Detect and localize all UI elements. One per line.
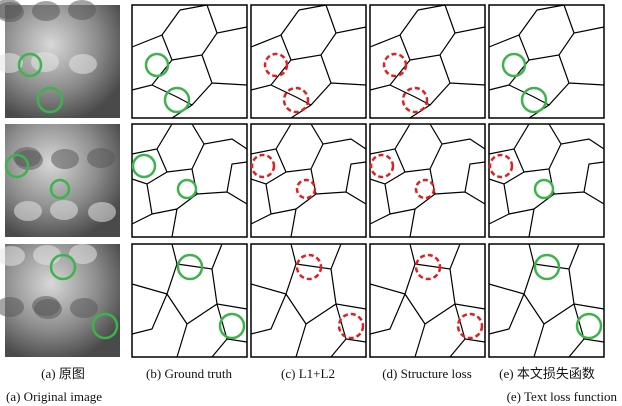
error-circle xyxy=(456,312,484,340)
highlight-circle xyxy=(575,312,603,340)
grain xyxy=(69,244,97,264)
boundaries xyxy=(131,123,248,238)
subcaption: (a) Original image xyxy=(6,389,102,404)
highlight-circle xyxy=(49,178,71,200)
error-circle xyxy=(250,153,276,179)
panel xyxy=(250,4,367,119)
grain xyxy=(51,149,79,169)
grain xyxy=(68,0,96,20)
highlight-circle xyxy=(17,52,43,78)
panel xyxy=(0,244,120,357)
highlight-circle xyxy=(501,52,527,78)
highlight-circle xyxy=(36,86,64,114)
panel-frame xyxy=(250,243,367,358)
highlight-circle xyxy=(533,178,555,200)
grain xyxy=(70,298,98,318)
panel xyxy=(131,123,248,238)
panel xyxy=(488,243,605,358)
error-circle xyxy=(295,253,323,281)
panel xyxy=(369,123,486,238)
panels xyxy=(0,0,605,358)
boundaries xyxy=(488,243,605,358)
panel-frame xyxy=(131,243,248,358)
panel xyxy=(250,243,367,358)
panel-frame xyxy=(369,243,486,358)
boundaries xyxy=(131,243,248,358)
highlight-circle xyxy=(176,178,198,200)
panel-frame xyxy=(488,243,605,358)
error-circle xyxy=(382,52,408,78)
subcaption: (e) Text loss function xyxy=(507,389,618,404)
boundaries xyxy=(369,243,486,358)
grain xyxy=(50,200,78,220)
highlight-circle xyxy=(520,86,548,114)
error-circle xyxy=(488,153,514,179)
panel xyxy=(0,0,120,118)
error-circle xyxy=(282,86,310,114)
grain xyxy=(33,245,61,265)
panel xyxy=(369,4,486,119)
highlight-circle xyxy=(218,312,246,340)
highlight-circle xyxy=(49,253,77,281)
error-circle xyxy=(401,86,429,114)
boundaries xyxy=(250,4,367,119)
panel xyxy=(131,243,248,358)
panel xyxy=(369,243,486,358)
error-circle xyxy=(369,153,395,179)
grain xyxy=(14,201,42,221)
boundaries xyxy=(488,4,605,119)
caption: (b) Ground truth xyxy=(146,366,232,381)
grain xyxy=(88,202,116,222)
highlight-circle xyxy=(533,253,561,281)
panel xyxy=(4,124,120,237)
caption: (c) L1+L2 xyxy=(281,366,335,381)
highlight-circle xyxy=(91,312,119,340)
boundaries xyxy=(488,123,605,238)
grain xyxy=(0,53,23,73)
panel xyxy=(488,123,605,238)
grain xyxy=(34,299,62,319)
error-circle xyxy=(337,312,365,340)
grain xyxy=(87,148,115,168)
error-circle xyxy=(414,178,436,200)
grain xyxy=(0,297,24,317)
error-circle xyxy=(295,178,317,200)
panel xyxy=(250,123,367,238)
grain xyxy=(0,2,24,22)
caption: (a) 原图 xyxy=(41,366,85,381)
boundaries xyxy=(131,4,248,119)
highlight-circle xyxy=(4,153,30,179)
boundaries xyxy=(250,123,367,238)
highlight-circle xyxy=(144,52,170,78)
error-circle xyxy=(263,52,289,78)
panel xyxy=(131,4,248,119)
boundaries xyxy=(369,123,486,238)
highlight-circle xyxy=(131,153,157,179)
caption: (d) Structure loss xyxy=(382,366,472,381)
highlight-circle xyxy=(163,86,191,114)
error-circle xyxy=(414,253,442,281)
boundaries xyxy=(369,4,486,119)
panel xyxy=(488,4,605,119)
grain xyxy=(69,54,97,74)
highlight-circle xyxy=(176,253,204,281)
caption: (e) 本文损失函数 xyxy=(499,366,595,381)
grain xyxy=(0,246,25,266)
boundaries xyxy=(250,243,367,358)
grain xyxy=(32,1,60,21)
